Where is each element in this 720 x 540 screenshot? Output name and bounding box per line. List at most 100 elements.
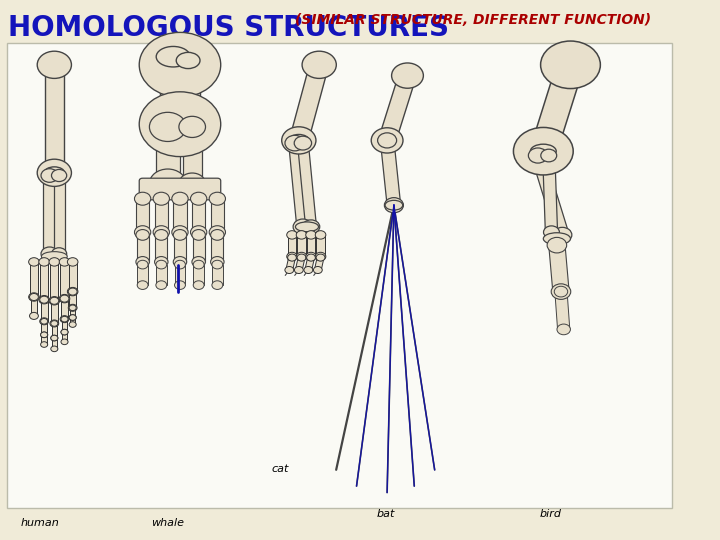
Ellipse shape — [531, 144, 557, 158]
Polygon shape — [183, 127, 202, 184]
Polygon shape — [379, 74, 416, 142]
Polygon shape — [192, 235, 204, 262]
Polygon shape — [54, 176, 65, 254]
Ellipse shape — [302, 51, 336, 78]
Ellipse shape — [294, 267, 303, 274]
Ellipse shape — [40, 318, 48, 325]
Ellipse shape — [211, 256, 224, 267]
Ellipse shape — [172, 226, 188, 239]
Text: (SIMILAR STRUCTURE, DIFFERENT FUNCTION): (SIMILAR STRUCTURE, DIFFERENT FUNCTION) — [295, 14, 652, 28]
Polygon shape — [138, 265, 148, 285]
Ellipse shape — [385, 200, 402, 210]
Ellipse shape — [315, 252, 326, 261]
Ellipse shape — [37, 51, 71, 78]
Ellipse shape — [136, 230, 149, 240]
Polygon shape — [297, 235, 305, 256]
Ellipse shape — [313, 267, 323, 274]
Ellipse shape — [541, 41, 600, 89]
Polygon shape — [43, 176, 55, 254]
Ellipse shape — [179, 173, 205, 194]
Ellipse shape — [51, 170, 67, 181]
Ellipse shape — [289, 134, 309, 146]
Polygon shape — [51, 301, 58, 323]
Ellipse shape — [297, 254, 306, 261]
Ellipse shape — [552, 284, 571, 299]
Ellipse shape — [150, 112, 186, 141]
Ellipse shape — [68, 287, 78, 296]
Text: human: human — [20, 518, 59, 529]
Ellipse shape — [377, 133, 397, 148]
Text: cat: cat — [271, 464, 289, 475]
Ellipse shape — [287, 254, 297, 261]
Polygon shape — [531, 154, 569, 236]
Ellipse shape — [296, 231, 307, 239]
Ellipse shape — [39, 295, 50, 304]
Ellipse shape — [37, 159, 71, 186]
Ellipse shape — [554, 286, 567, 297]
Ellipse shape — [174, 281, 186, 289]
Polygon shape — [52, 338, 57, 349]
Polygon shape — [289, 143, 309, 227]
Text: bat: bat — [377, 509, 395, 519]
Ellipse shape — [41, 247, 58, 261]
Text: bird: bird — [540, 509, 562, 519]
Ellipse shape — [174, 256, 186, 267]
Ellipse shape — [210, 226, 225, 239]
Ellipse shape — [304, 267, 312, 274]
Ellipse shape — [42, 252, 67, 261]
Ellipse shape — [296, 252, 307, 261]
Ellipse shape — [192, 230, 205, 240]
Ellipse shape — [51, 335, 58, 341]
Ellipse shape — [50, 297, 59, 304]
Ellipse shape — [40, 332, 48, 338]
Ellipse shape — [513, 127, 573, 175]
Polygon shape — [286, 257, 295, 271]
Ellipse shape — [155, 230, 168, 240]
Polygon shape — [60, 262, 68, 299]
Ellipse shape — [306, 252, 316, 261]
Ellipse shape — [285, 136, 305, 151]
Ellipse shape — [287, 231, 297, 239]
Ellipse shape — [191, 192, 207, 205]
Polygon shape — [156, 265, 167, 285]
FancyBboxPatch shape — [139, 178, 221, 200]
Polygon shape — [174, 265, 186, 285]
Text: whale: whale — [150, 518, 184, 529]
Ellipse shape — [176, 52, 200, 69]
Ellipse shape — [59, 294, 70, 303]
Polygon shape — [289, 63, 328, 142]
Polygon shape — [549, 245, 569, 292]
Ellipse shape — [136, 256, 149, 267]
Ellipse shape — [179, 116, 205, 138]
Ellipse shape — [541, 149, 557, 162]
Ellipse shape — [51, 248, 67, 260]
Ellipse shape — [315, 231, 326, 239]
Ellipse shape — [68, 258, 78, 266]
Polygon shape — [68, 262, 77, 292]
Ellipse shape — [192, 256, 205, 267]
Polygon shape — [193, 265, 204, 285]
Polygon shape — [317, 235, 325, 256]
Polygon shape — [192, 199, 205, 232]
Ellipse shape — [316, 254, 325, 261]
Polygon shape — [297, 143, 317, 227]
Ellipse shape — [68, 304, 77, 311]
Ellipse shape — [212, 281, 222, 289]
Polygon shape — [156, 235, 168, 262]
Ellipse shape — [372, 128, 403, 153]
Ellipse shape — [282, 127, 316, 154]
Ellipse shape — [392, 63, 423, 88]
Ellipse shape — [41, 168, 58, 183]
Ellipse shape — [69, 322, 76, 327]
Ellipse shape — [44, 167, 65, 179]
Ellipse shape — [211, 230, 224, 240]
Ellipse shape — [139, 92, 221, 157]
Polygon shape — [136, 199, 150, 232]
Ellipse shape — [51, 346, 58, 352]
Ellipse shape — [174, 260, 186, 269]
Ellipse shape — [135, 192, 150, 205]
Ellipse shape — [40, 296, 48, 303]
Ellipse shape — [150, 169, 186, 198]
Ellipse shape — [60, 295, 69, 302]
Polygon shape — [42, 321, 47, 335]
